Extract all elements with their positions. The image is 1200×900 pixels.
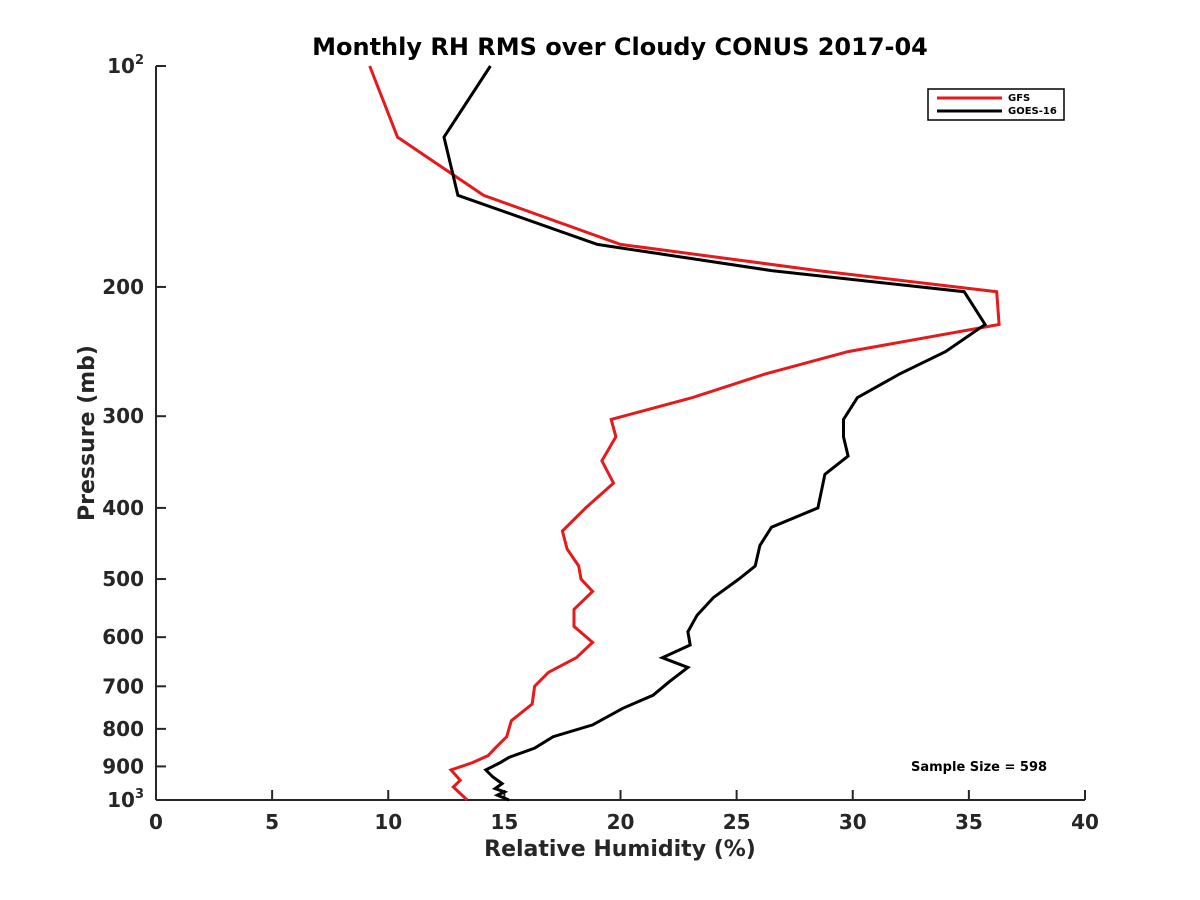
- y-tick-label: 600: [102, 625, 144, 649]
- y-tick-label: 400: [102, 496, 144, 520]
- x-tick-label: 15: [490, 810, 518, 834]
- x-tick-label: 10: [374, 810, 402, 834]
- legend: GFS GOES-16: [927, 88, 1065, 121]
- y-tick-label: 500: [102, 567, 144, 591]
- y-tick-label: 103: [107, 787, 144, 812]
- y-tick-base: 10: [107, 54, 135, 78]
- x-tick-label: 0: [149, 810, 163, 834]
- x-tick-label: 40: [1071, 810, 1099, 834]
- x-tick-label: 20: [607, 810, 635, 834]
- y-tick-label: 102: [107, 53, 144, 78]
- y-tick-label: 700: [102, 674, 144, 698]
- y-tick-label: 300: [102, 404, 144, 428]
- x-tick-label: 30: [839, 810, 867, 834]
- legend-label-goes16: GOES-16: [1008, 106, 1057, 117]
- plot-area: 0 5 10 15 20 25 30 35 40 10220030040050060070080…: [102, 53, 1099, 834]
- y-tick-exponent: 2: [135, 53, 144, 68]
- legend-label-gfs: GFS: [1008, 93, 1030, 104]
- legend-box: [927, 88, 1065, 121]
- series-line-gfs: [368, 65, 1001, 802]
- sample-size-annotation: Sample Size = 598: [911, 760, 1047, 775]
- x-axis-label: Relative Humidity (%): [484, 837, 756, 862]
- y-tick-exponent: 3: [135, 787, 144, 802]
- chart-title: Monthly RH RMS over Cloudy CONUS 2017-04: [312, 33, 928, 61]
- y-tick-base: 10: [107, 788, 135, 812]
- series-line-goes16: [442, 65, 988, 802]
- x-tick-label: 5: [265, 810, 279, 834]
- y-axis-label: Pressure (mb): [75, 345, 100, 521]
- y-tick-label: 800: [102, 717, 144, 741]
- x-tick-label: 25: [723, 810, 751, 834]
- x-ticks: 0 5 10 15 20 25 30 35 40: [149, 790, 1099, 834]
- series-lines: [368, 65, 1001, 802]
- y-tick-label: 200: [102, 275, 144, 299]
- y-tick-label: 900: [102, 754, 144, 778]
- x-tick-label: 35: [955, 810, 983, 834]
